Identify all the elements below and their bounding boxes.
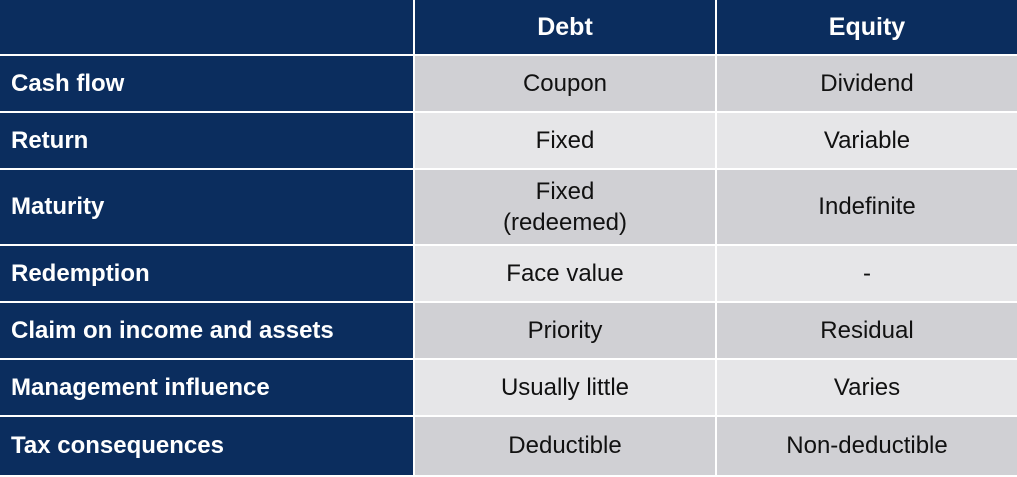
cell-debt-management-influence: Usually little bbox=[415, 360, 717, 417]
cell-debt-maturity: Fixed (redeemed) bbox=[415, 170, 717, 246]
column-header-debt: Debt bbox=[415, 0, 717, 56]
row-label-claim: Claim on income and assets bbox=[0, 303, 415, 360]
table-corner-cell bbox=[0, 0, 415, 56]
cell-equity-claim: Residual bbox=[717, 303, 1017, 360]
row-label-return: Return bbox=[0, 113, 415, 170]
cell-equity-management-influence: Varies bbox=[717, 360, 1017, 417]
cell-equity-tax-consequences: Non-deductible bbox=[717, 417, 1017, 477]
row-label-cash-flow: Cash flow bbox=[0, 56, 415, 113]
cell-debt-claim: Priority bbox=[415, 303, 717, 360]
cell-debt-maturity-line1: Fixed bbox=[535, 177, 595, 205]
cell-debt-tax-consequences: Deductible bbox=[415, 417, 717, 477]
cell-debt-maturity-line2: (redeemed) bbox=[502, 209, 628, 236]
cell-debt-cash-flow: Coupon bbox=[415, 56, 717, 113]
column-header-equity: Equity bbox=[717, 0, 1017, 56]
cell-equity-cash-flow: Dividend bbox=[717, 56, 1017, 113]
cell-equity-maturity: Indefinite bbox=[717, 170, 1017, 246]
cell-debt-return: Fixed bbox=[415, 113, 717, 170]
row-label-redemption: Redemption bbox=[0, 246, 415, 303]
two-line-value: Fixed (redeemed) bbox=[503, 176, 627, 238]
cell-equity-redemption: - bbox=[717, 246, 1017, 303]
cell-debt-redemption: Face value bbox=[415, 246, 717, 303]
row-label-management-influence: Management influence bbox=[0, 360, 415, 417]
row-label-maturity: Maturity bbox=[0, 170, 415, 246]
cell-equity-return: Variable bbox=[717, 113, 1017, 170]
row-label-tax-consequences: Tax consequences bbox=[0, 417, 415, 477]
